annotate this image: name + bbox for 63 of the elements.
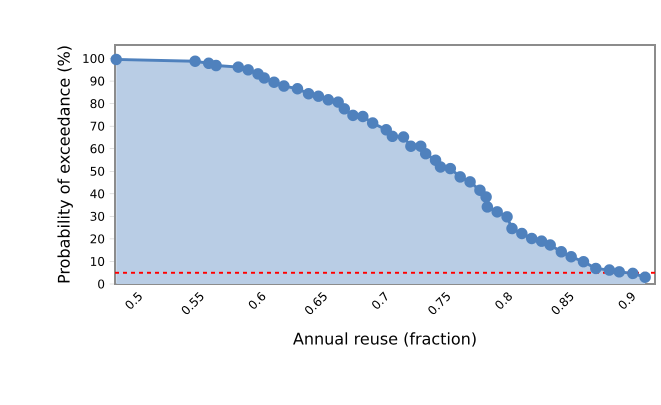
y-tick-label: 90 [90, 76, 104, 86]
point [604, 264, 616, 276]
point [332, 96, 344, 108]
point [380, 124, 392, 136]
point [578, 256, 590, 268]
y-tick-label: 60 [90, 144, 104, 154]
point [292, 83, 304, 94]
point [110, 54, 122, 66]
point [474, 184, 486, 196]
x-axis-title: Annual reuse (fraction) [293, 332, 476, 347]
point [242, 64, 254, 76]
point [544, 239, 556, 251]
point [556, 246, 568, 258]
x-tick-label: 0.7 [372, 292, 388, 309]
y-tick-label: 50 [90, 166, 104, 176]
point [386, 130, 398, 142]
point [491, 206, 503, 218]
point [526, 232, 538, 244]
x-tick-label: 0.9 [618, 292, 635, 309]
y-tick-label: 70 [90, 122, 104, 131]
y-tick-label: 80 [90, 99, 104, 108]
y-axis-title: Probability of exceedance (%) [57, 46, 73, 282]
point [482, 201, 494, 213]
point [258, 72, 270, 84]
point [189, 56, 201, 67]
y-tick-label: 0 [98, 279, 104, 289]
point [480, 191, 492, 203]
y-tick-label: 30 [90, 212, 104, 221]
y-tick-label: 20 [90, 234, 104, 244]
point [268, 76, 280, 88]
point [302, 88, 314, 100]
point [639, 272, 651, 283]
x-tick-label: 0.8 [495, 292, 512, 309]
point [357, 110, 369, 122]
point [338, 103, 350, 115]
point [464, 176, 476, 188]
x-tick-label: 0.6 [248, 292, 266, 309]
point [614, 266, 625, 278]
point [506, 222, 518, 234]
point [415, 140, 426, 152]
y-tick-label: 100 [83, 54, 104, 64]
point [434, 161, 446, 173]
y-tick-label: 40 [90, 189, 104, 198]
point [536, 235, 548, 247]
point [312, 90, 324, 102]
point [590, 262, 602, 274]
point [347, 110, 359, 122]
point [232, 61, 244, 73]
point [420, 148, 432, 160]
point [444, 162, 456, 174]
point [565, 250, 577, 262]
y-tick-label: 10 [91, 256, 104, 266]
point [210, 60, 222, 72]
point [627, 268, 639, 280]
point [322, 94, 334, 106]
point [501, 211, 513, 223]
point [278, 80, 290, 92]
point [405, 140, 417, 152]
point [516, 228, 528, 240]
point [366, 117, 378, 129]
point [398, 131, 410, 143]
point [454, 171, 466, 183]
x-tick-label: 0.5 [126, 292, 142, 309]
